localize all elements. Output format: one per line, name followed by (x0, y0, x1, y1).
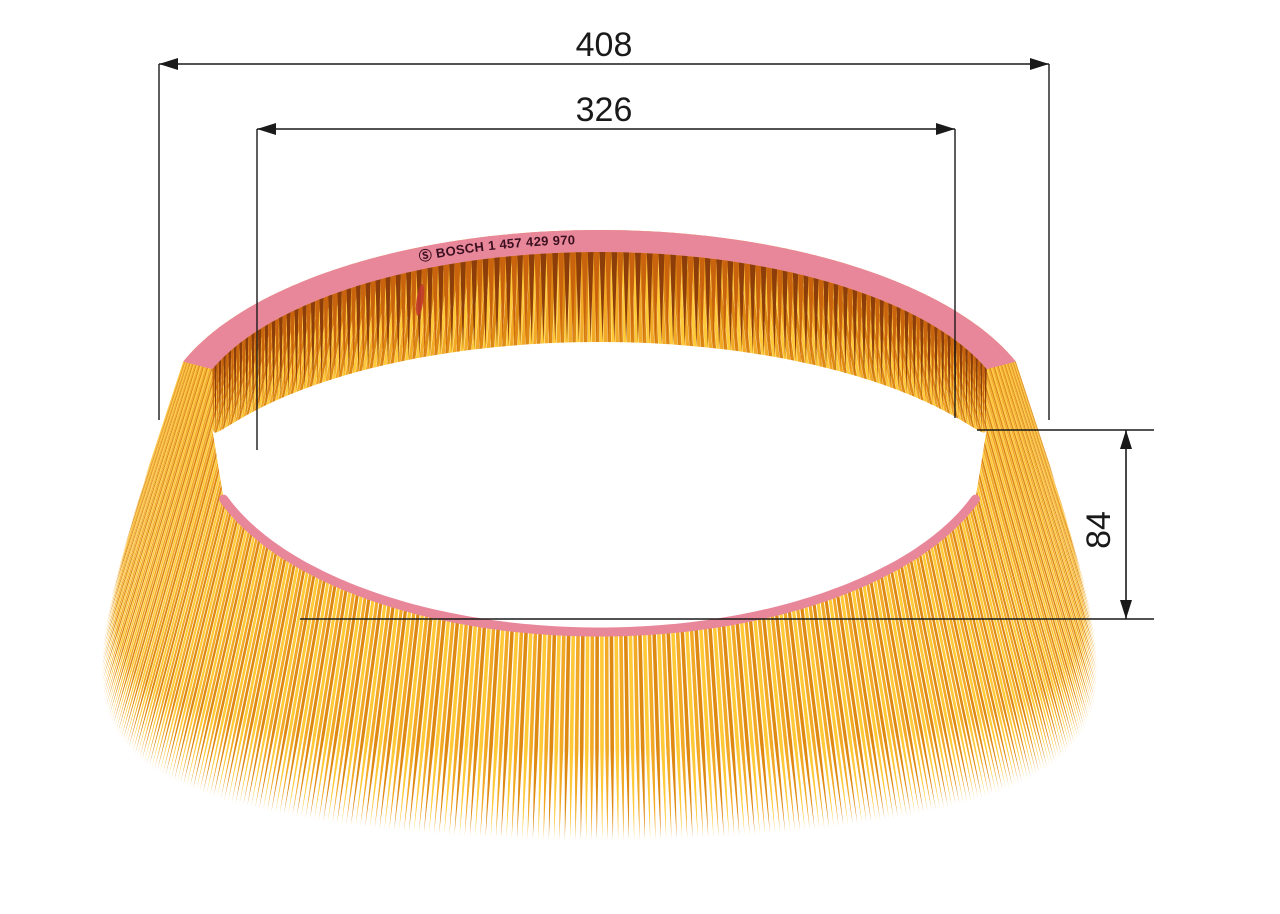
svg-text:326: 326 (576, 91, 633, 129)
svg-text:84: 84 (1080, 511, 1118, 549)
svg-text:408: 408 (576, 26, 633, 64)
